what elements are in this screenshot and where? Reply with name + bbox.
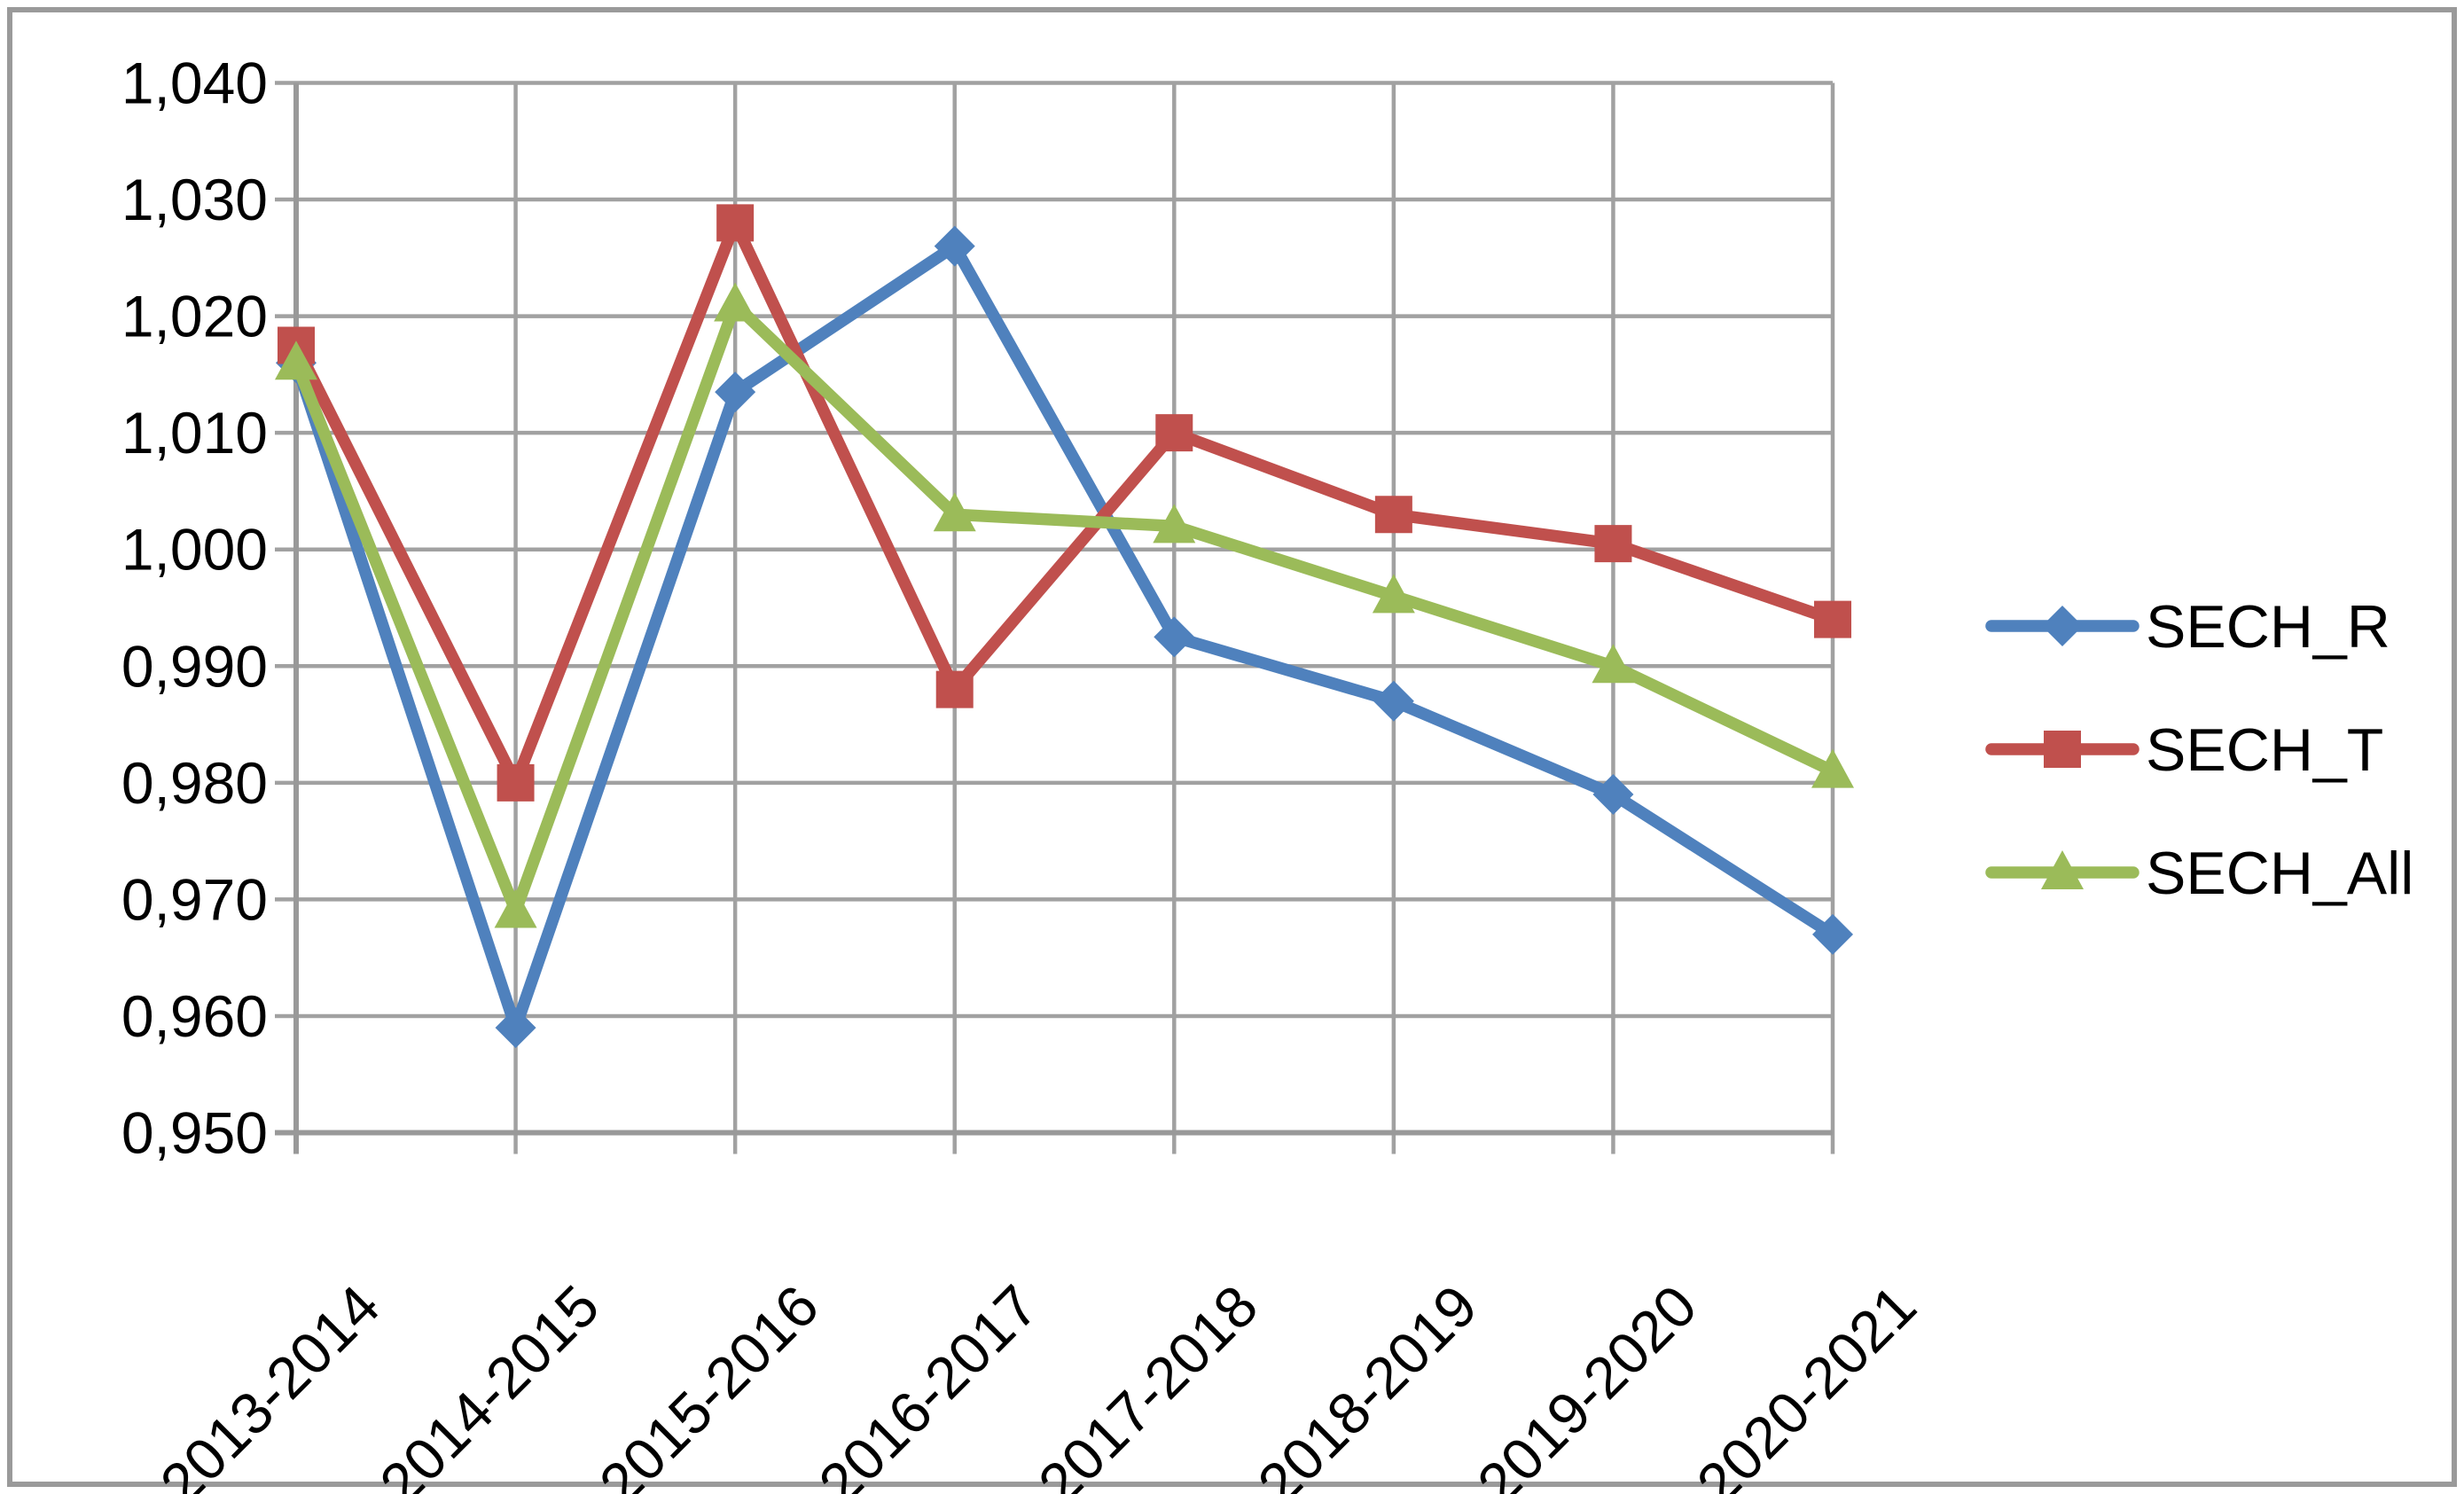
triangle-marker-SECH_All [494,888,537,928]
series-line-SECH_T [290,216,1839,789]
y-tick-label: 1,000 [121,517,268,583]
legend-label: SECH_All [2146,840,2413,907]
diamond-marker-SECH_R [1154,616,1195,658]
chart-frame-border [7,7,2457,1487]
y-tick-label: 0,950 [121,1100,268,1166]
y-tick-label: 1,030 [121,167,268,232]
diamond-marker-SECH_R [934,225,975,267]
triangle-marker-SECH_All [1592,644,1635,684]
square-marker-SECH_T [1374,496,1412,534]
square-marker-SECH_T [935,670,974,708]
diamond-marker-SECH_R [715,372,756,413]
y-tick-label: 0,980 [121,750,268,816]
y-tick-label: 1,010 [121,400,268,465]
series-line-SECH_R [290,239,1839,1034]
y-tick-label: 0,960 [121,983,268,1049]
square-marker-SECH_T [497,763,535,802]
y-tick-label: 0,990 [121,633,268,699]
triangle-marker-SECH_All [1811,748,1854,788]
triangle-marker-SECH_All [933,492,976,532]
square-marker-SECH_T [1814,600,1851,638]
triangle-marker-SECH_All [1372,574,1415,614]
diamond-marker-SECH_R [1812,913,1853,955]
legend-triangle-icon [2041,850,2084,889]
legend-square-icon [2044,731,2081,768]
legend-label: SECH_R [2146,593,2390,661]
square-marker-SECH_T [1155,414,1193,452]
triangle-marker-SECH_All [714,282,757,322]
legend-label: SECH_T [2146,716,2383,784]
triangle-marker-SECH_All [275,340,317,380]
legend-item-SECH_All: SECH_All [1985,840,2413,907]
square-marker-SECH_T [716,204,755,242]
diamond-marker-SECH_R [1592,773,1634,815]
series-SECH_T [278,204,1851,802]
square-marker-SECH_T [1594,525,1632,563]
y-tick-label: 0,970 [121,866,268,932]
triangle-marker-SECH_All [1153,504,1196,544]
diamond-marker-SECH_R [495,1007,536,1049]
y-tick-label: 1,040 [121,51,268,116]
series-line-SECH_All [290,298,1839,918]
legend-item-SECH_T: SECH_T [1985,716,2383,784]
diamond-marker-SECH_R [1373,680,1414,722]
y-axis-labels: 1,040 1,030 1,020 1,010 1,000 0,990 0,980 0,970… [121,51,268,1166]
axis-ticks [275,81,1835,1154]
series-SECH_All [275,282,1854,928]
legend: SECH_R SECH_T SECH_All [1985,593,2413,907]
y-tick-label: 1,020 [121,284,268,349]
legend-item-SECH_R: SECH_R [1985,593,2390,661]
legend-diamond-icon [2042,606,2083,646]
